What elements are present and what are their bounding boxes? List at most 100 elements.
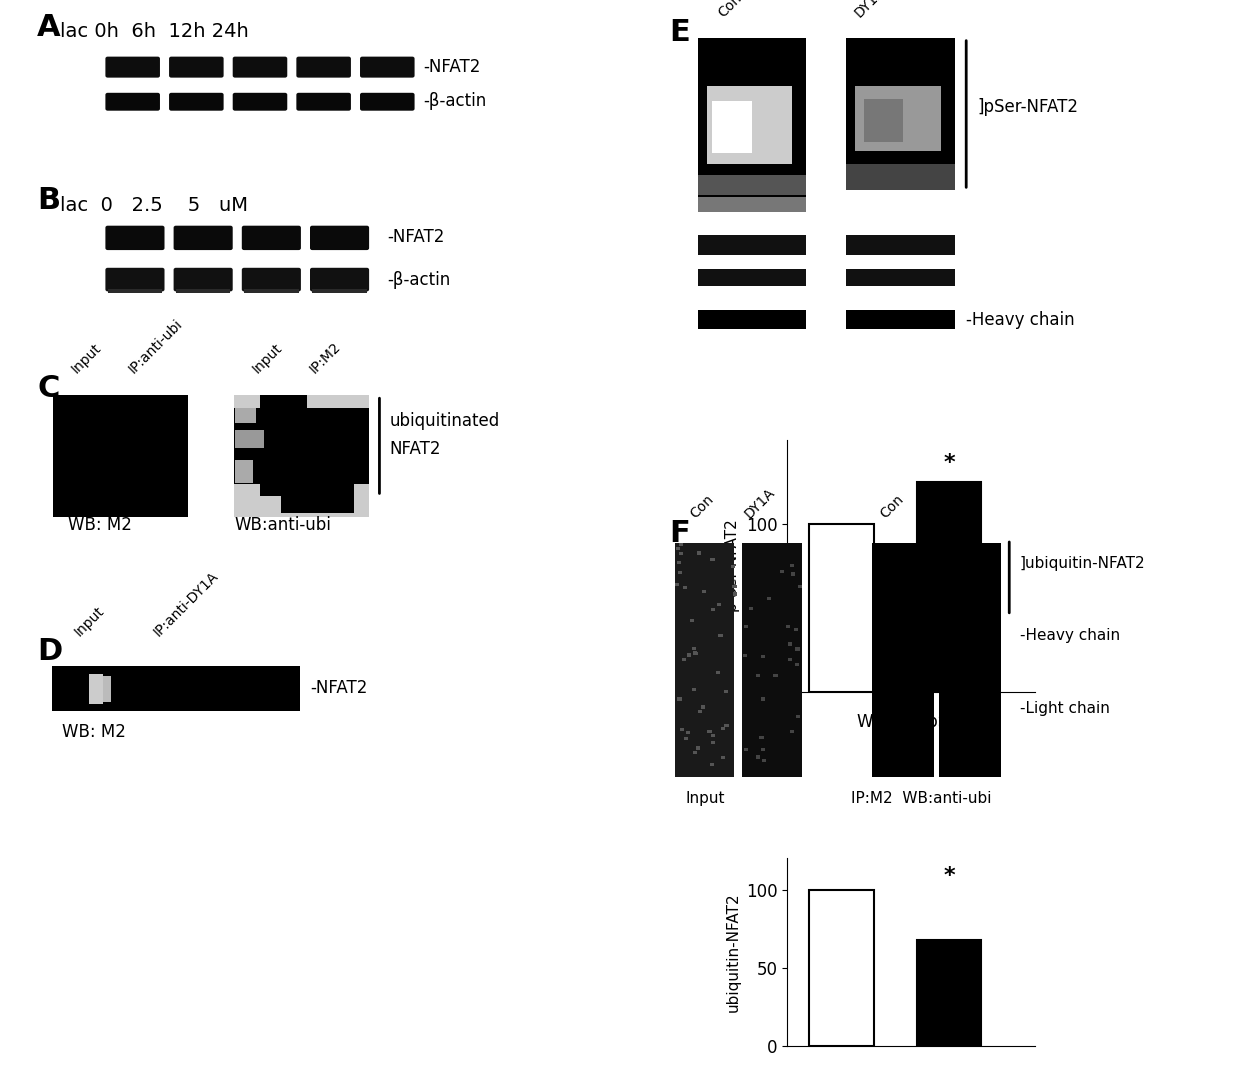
FancyBboxPatch shape <box>296 57 351 77</box>
Bar <box>707 731 712 734</box>
Bar <box>675 583 680 586</box>
Text: Con: Con <box>877 493 906 521</box>
FancyBboxPatch shape <box>233 92 288 111</box>
Bar <box>697 552 702 555</box>
Bar <box>847 310 955 329</box>
Text: *: * <box>944 866 955 886</box>
Bar <box>676 547 681 550</box>
Bar <box>698 310 806 329</box>
FancyBboxPatch shape <box>233 57 288 77</box>
Bar <box>717 603 722 606</box>
Text: WB:anti-ubi: WB:anti-ubi <box>234 516 331 534</box>
Text: C: C <box>37 374 60 403</box>
Bar <box>797 585 802 588</box>
Bar <box>786 624 790 628</box>
Bar <box>702 590 706 593</box>
Text: E: E <box>670 18 691 47</box>
Bar <box>234 408 370 484</box>
Bar <box>724 724 729 727</box>
Bar <box>796 716 801 719</box>
Bar <box>916 940 982 1046</box>
Bar <box>711 734 715 737</box>
FancyBboxPatch shape <box>105 57 160 77</box>
Bar <box>680 543 683 546</box>
Bar <box>712 740 715 744</box>
Text: Con: Con <box>715 0 744 20</box>
Bar <box>730 564 735 568</box>
Bar <box>761 759 766 762</box>
Bar <box>916 482 982 692</box>
Bar <box>724 690 728 693</box>
Text: -β-actin: -β-actin <box>387 271 450 289</box>
Bar <box>795 647 800 650</box>
Text: ]pSer-NFAT2: ]pSer-NFAT2 <box>977 99 1079 117</box>
FancyBboxPatch shape <box>310 268 370 292</box>
Text: Input: Input <box>72 604 107 640</box>
FancyBboxPatch shape <box>105 225 165 250</box>
Bar <box>744 748 748 751</box>
Bar <box>108 289 162 293</box>
Text: ]ubiquitin-NFAT2: ]ubiquitin-NFAT2 <box>1019 556 1146 571</box>
Bar <box>53 395 187 517</box>
FancyBboxPatch shape <box>242 268 301 292</box>
Bar <box>711 558 714 561</box>
Text: -Light chain: -Light chain <box>1019 701 1110 716</box>
Bar <box>675 543 734 777</box>
FancyBboxPatch shape <box>105 268 165 292</box>
Text: -NFAT2: -NFAT2 <box>310 679 367 697</box>
Bar <box>692 647 696 650</box>
Bar <box>244 289 299 293</box>
Bar <box>677 697 682 701</box>
Y-axis label: p-Ser NFAT2: p-Ser NFAT2 <box>725 519 740 613</box>
Text: DY1A: DY1A <box>852 0 888 20</box>
Bar <box>684 737 688 740</box>
Bar <box>692 688 697 691</box>
Text: WB:anti-pSer: WB:anti-pSer <box>857 714 966 732</box>
Bar <box>749 607 754 611</box>
Bar <box>847 164 955 190</box>
Bar <box>712 101 753 153</box>
Text: lac  0   2.5    5   uM: lac 0 2.5 5 uM <box>60 196 248 216</box>
FancyBboxPatch shape <box>310 225 370 250</box>
Bar <box>260 395 306 496</box>
Bar <box>808 890 874 1046</box>
Text: -NFAT2: -NFAT2 <box>387 229 445 247</box>
Text: F: F <box>670 519 691 548</box>
Text: lac 0h  6h  12h 24h: lac 0h 6h 12h 24h <box>60 23 249 42</box>
Text: -NFAT2: -NFAT2 <box>424 58 481 76</box>
Bar <box>759 736 764 739</box>
Bar <box>847 235 955 255</box>
Bar <box>711 608 714 612</box>
FancyBboxPatch shape <box>296 92 351 111</box>
Text: Input: Input <box>68 341 104 377</box>
Bar <box>715 671 719 674</box>
Bar <box>691 619 694 622</box>
Bar <box>677 561 681 564</box>
Bar <box>789 658 792 661</box>
FancyBboxPatch shape <box>169 92 223 111</box>
Bar <box>236 408 255 423</box>
Bar <box>808 524 874 692</box>
Bar <box>795 663 800 666</box>
FancyBboxPatch shape <box>174 268 233 292</box>
Text: DY1A: DY1A <box>931 485 967 521</box>
Text: IP:M2: IP:M2 <box>873 720 918 738</box>
Text: B: B <box>37 187 61 216</box>
Text: WB: M2: WB: M2 <box>62 723 126 740</box>
Text: -β-actin: -β-actin <box>424 92 487 109</box>
Bar <box>698 38 806 212</box>
Bar <box>791 573 795 576</box>
Bar <box>847 269 955 285</box>
Bar <box>698 710 702 714</box>
Y-axis label: ubiquitin-NFAT2: ubiquitin-NFAT2 <box>725 893 740 1012</box>
Bar <box>790 730 795 733</box>
Bar <box>678 571 682 574</box>
Text: IP:anti-DY1A: IP:anti-DY1A <box>151 569 222 640</box>
Text: D: D <box>37 637 62 666</box>
Bar <box>103 676 110 703</box>
Bar <box>847 38 955 190</box>
Bar <box>756 674 760 677</box>
Bar <box>761 748 765 751</box>
Bar <box>756 755 760 759</box>
Text: IP:anti-ubi: IP:anti-ubi <box>125 317 185 377</box>
